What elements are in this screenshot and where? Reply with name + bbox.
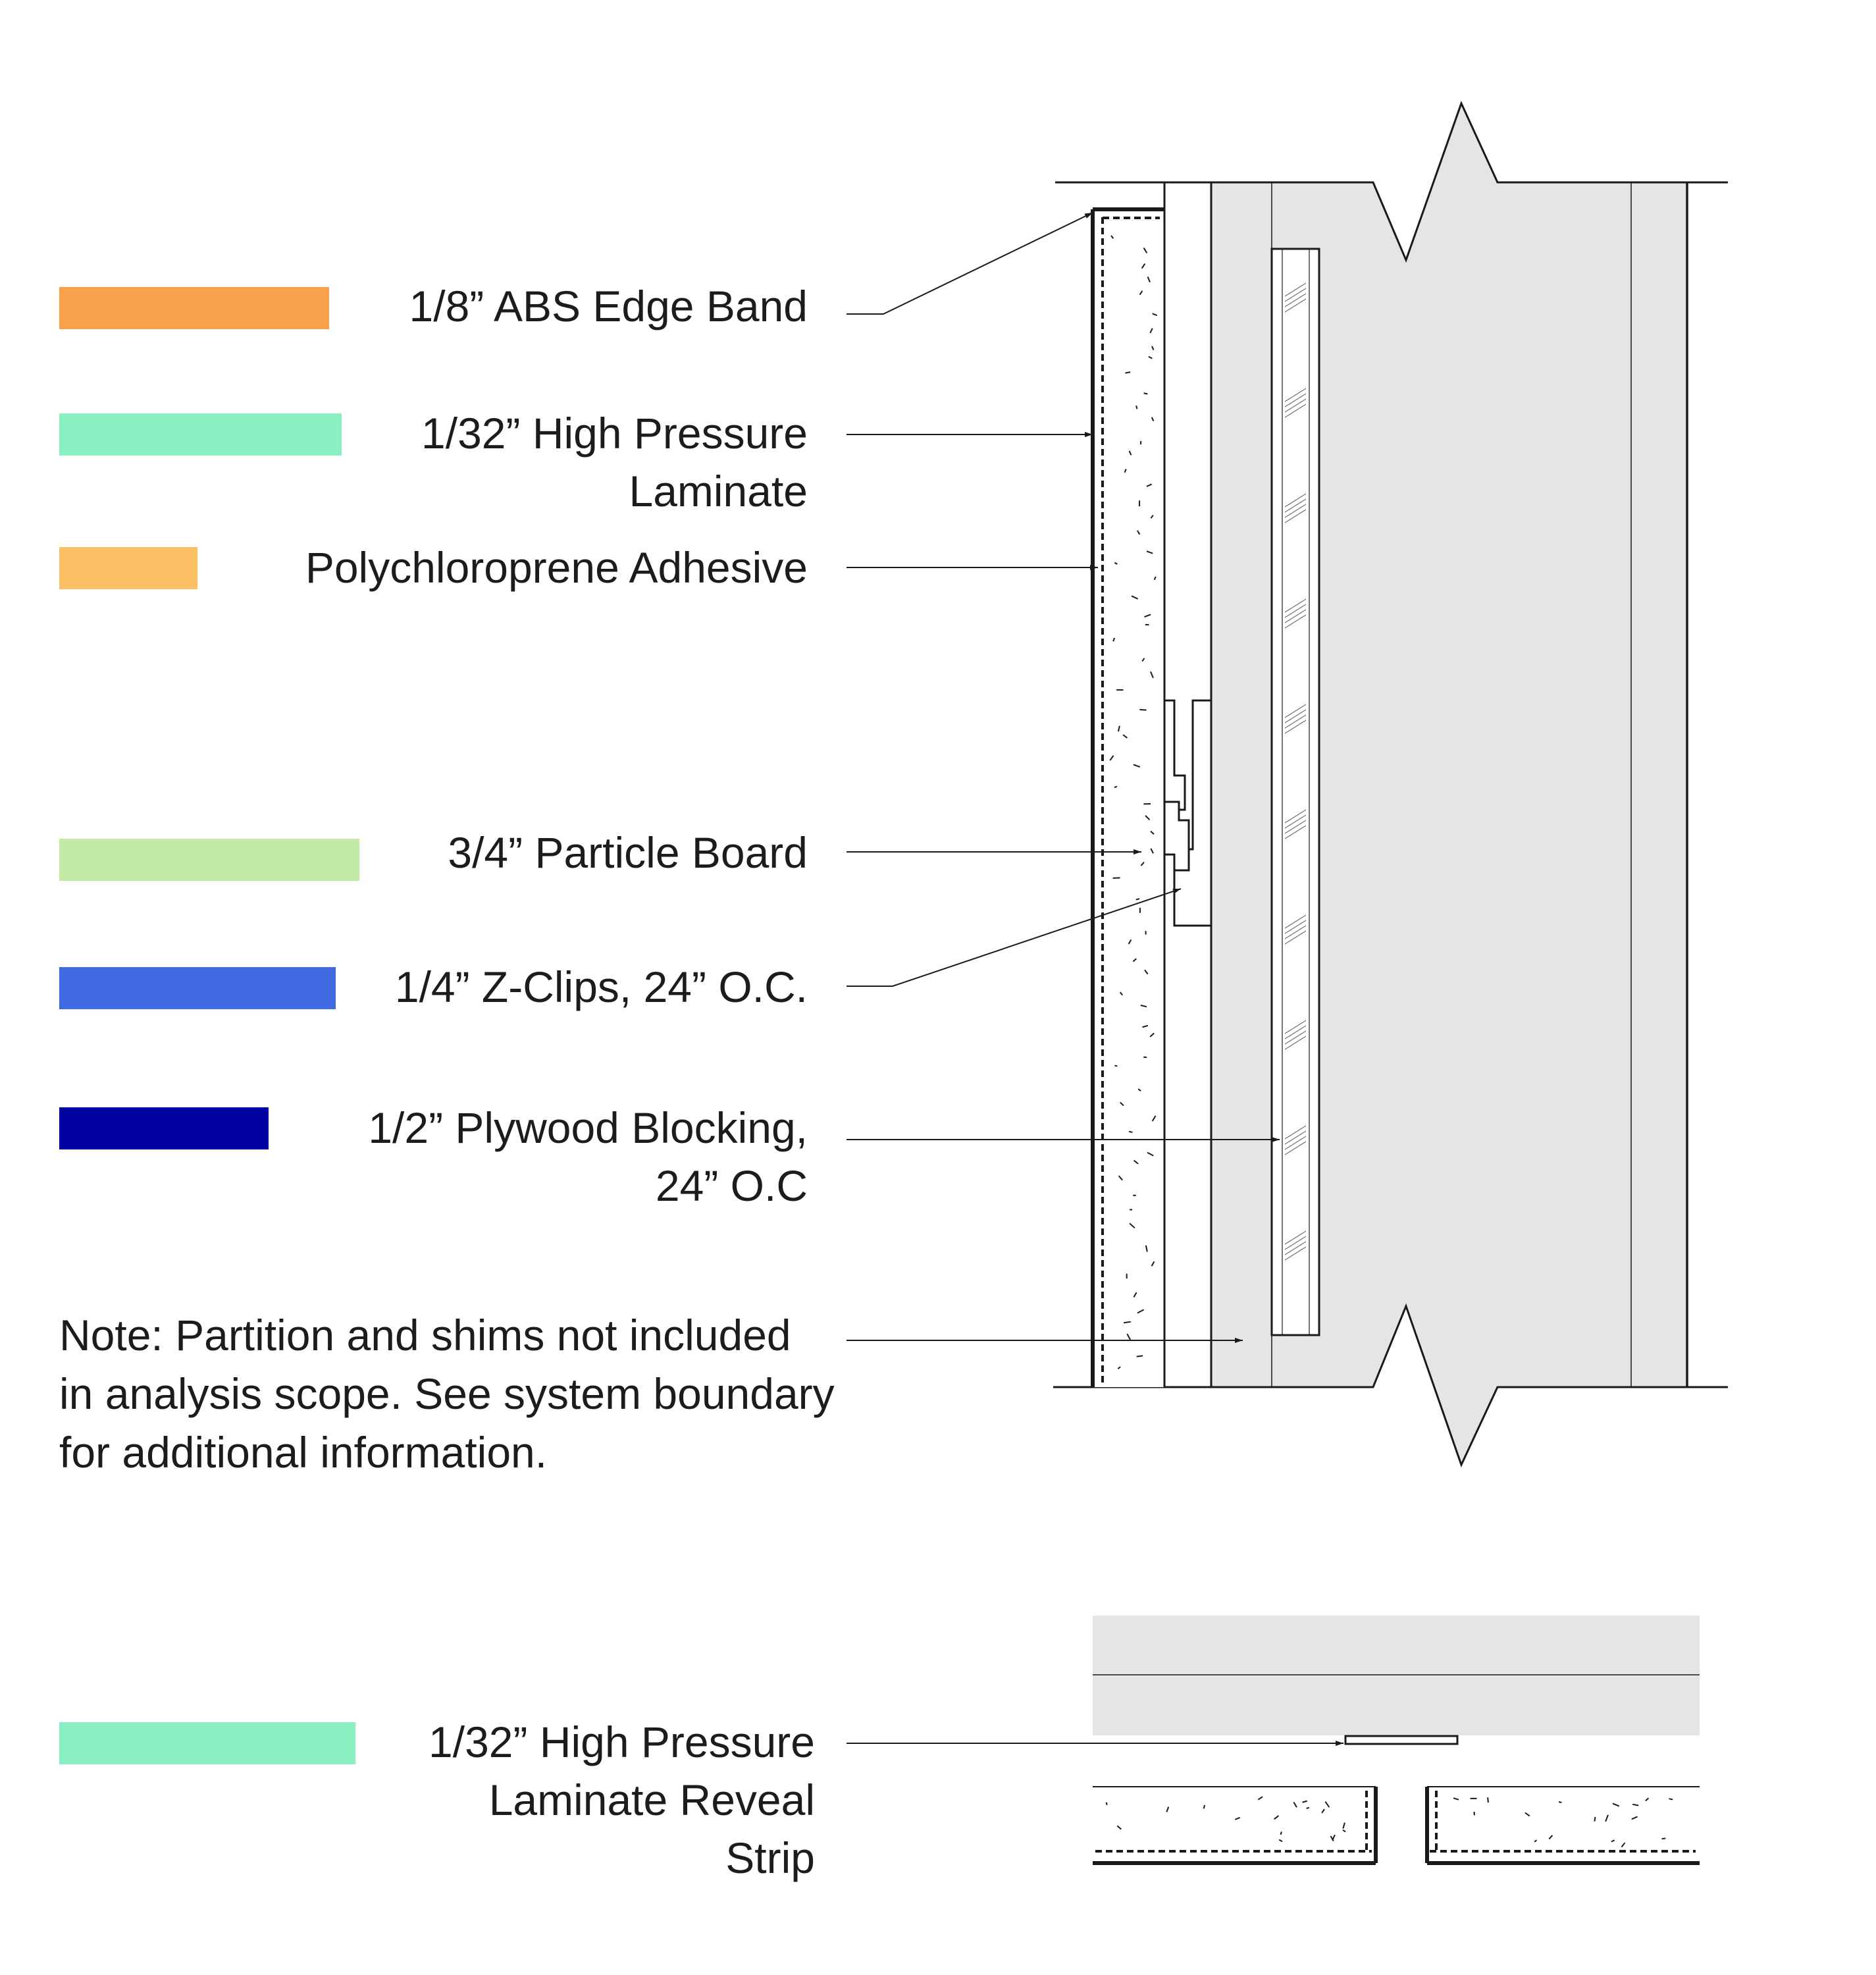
leader-lines bbox=[847, 212, 1343, 1746]
label-abs-edge-band: 1/8” ABS Edge Band bbox=[409, 282, 808, 330]
plan-detail bbox=[1093, 1616, 1700, 1865]
plywood-blocking bbox=[1270, 248, 1320, 1336]
label-z-clips: 1/4” Z-Clips, 24” O.C. bbox=[394, 962, 808, 1011]
swatch-hpl-reveal-strip bbox=[59, 1722, 355, 1764]
panel-section bbox=[1091, 207, 1166, 1387]
leader-z-clips bbox=[847, 888, 1182, 987]
swatch-particle-board bbox=[59, 839, 359, 881]
label-hpl: 1/32” High Pressure Laminate bbox=[421, 409, 808, 515]
z-clip-assembly bbox=[1163, 699, 1212, 927]
scope-note: Note: Partition and shims not included i… bbox=[59, 1311, 835, 1477]
swatch-abs-edge-band bbox=[59, 287, 329, 329]
label-adhesive: Polychloroprene Adhesive bbox=[305, 543, 808, 592]
swatch-plywood-blocking bbox=[59, 1107, 269, 1149]
label-plywood-blocking: 1/2” Plywood Blocking, 24” O.C bbox=[368, 1103, 808, 1210]
label-particle-board: 3/4” Particle Board bbox=[448, 828, 808, 877]
swatch-z-clips bbox=[59, 967, 336, 1009]
swatch-adhesive bbox=[59, 547, 197, 589]
leader-edge-band bbox=[847, 212, 1093, 315]
label-hpl-reveal-strip: 1/32” High Pressure Laminate Reveal Stri… bbox=[429, 1718, 815, 1882]
swatch-hpl bbox=[59, 413, 342, 456]
